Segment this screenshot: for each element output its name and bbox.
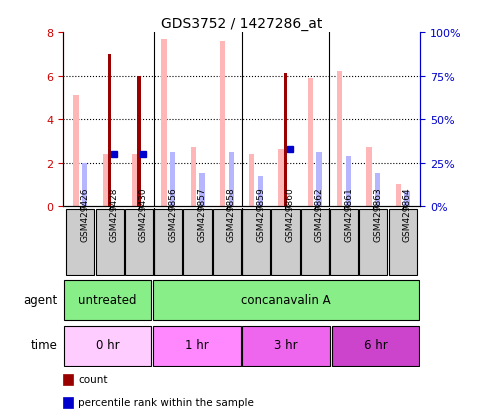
Text: GSM429858: GSM429858 bbox=[227, 187, 236, 241]
Bar bbox=[82, 163, 87, 206]
Bar bbox=[137, 76, 141, 206]
FancyBboxPatch shape bbox=[330, 210, 358, 275]
Title: GDS3752 / 1427286_at: GDS3752 / 1427286_at bbox=[161, 17, 322, 31]
Text: GSM429860: GSM429860 bbox=[285, 187, 295, 241]
Bar bbox=[346, 157, 351, 206]
Bar bbox=[220, 42, 225, 206]
Text: GSM429428: GSM429428 bbox=[110, 187, 119, 241]
Text: 3 hr: 3 hr bbox=[274, 339, 298, 351]
FancyBboxPatch shape bbox=[66, 210, 95, 275]
Text: untreated: untreated bbox=[78, 293, 137, 306]
FancyBboxPatch shape bbox=[388, 210, 417, 275]
Bar bbox=[375, 174, 381, 206]
FancyBboxPatch shape bbox=[242, 326, 330, 366]
Bar bbox=[190, 148, 196, 206]
Text: time: time bbox=[31, 338, 58, 351]
Bar bbox=[366, 148, 371, 206]
Bar bbox=[284, 74, 287, 206]
FancyBboxPatch shape bbox=[153, 326, 241, 366]
FancyBboxPatch shape bbox=[64, 326, 151, 366]
Bar bbox=[161, 40, 167, 206]
Text: GSM429861: GSM429861 bbox=[344, 187, 353, 241]
Text: GSM429862: GSM429862 bbox=[315, 187, 324, 241]
Text: concanavalin A: concanavalin A bbox=[242, 293, 331, 306]
Bar bbox=[108, 55, 112, 206]
Text: GSM429856: GSM429856 bbox=[168, 187, 177, 241]
FancyBboxPatch shape bbox=[64, 280, 151, 320]
FancyBboxPatch shape bbox=[125, 210, 153, 275]
FancyBboxPatch shape bbox=[153, 280, 419, 320]
Bar bbox=[404, 191, 410, 206]
FancyBboxPatch shape bbox=[332, 326, 419, 366]
Bar bbox=[396, 185, 401, 206]
FancyBboxPatch shape bbox=[154, 210, 182, 275]
Text: GSM429863: GSM429863 bbox=[373, 187, 383, 241]
Text: GSM429857: GSM429857 bbox=[198, 187, 207, 241]
Text: 1 hr: 1 hr bbox=[185, 339, 209, 351]
Text: percentile rank within the sample: percentile rank within the sample bbox=[78, 397, 254, 407]
Text: 6 hr: 6 hr bbox=[364, 339, 387, 351]
FancyBboxPatch shape bbox=[359, 210, 387, 275]
Bar bbox=[316, 152, 322, 206]
FancyBboxPatch shape bbox=[96, 210, 124, 275]
FancyBboxPatch shape bbox=[271, 210, 299, 275]
Text: GSM429430: GSM429430 bbox=[139, 187, 148, 241]
Bar bbox=[102, 154, 108, 206]
Text: GSM429859: GSM429859 bbox=[256, 187, 265, 241]
Text: count: count bbox=[78, 375, 108, 385]
FancyBboxPatch shape bbox=[242, 210, 270, 275]
Bar bbox=[228, 152, 234, 206]
Bar bbox=[199, 174, 205, 206]
Bar bbox=[132, 154, 137, 206]
Text: GSM429426: GSM429426 bbox=[80, 187, 89, 241]
Bar bbox=[249, 154, 255, 206]
FancyBboxPatch shape bbox=[184, 210, 212, 275]
Bar bbox=[337, 72, 342, 206]
Text: 0 hr: 0 hr bbox=[96, 339, 119, 351]
Bar bbox=[258, 176, 263, 206]
Bar bbox=[308, 78, 313, 206]
Text: agent: agent bbox=[24, 293, 58, 306]
Text: GSM429864: GSM429864 bbox=[403, 187, 412, 241]
Bar bbox=[278, 150, 284, 206]
Bar bbox=[73, 96, 79, 206]
FancyBboxPatch shape bbox=[213, 210, 241, 275]
FancyBboxPatch shape bbox=[301, 210, 329, 275]
Bar bbox=[170, 152, 175, 206]
